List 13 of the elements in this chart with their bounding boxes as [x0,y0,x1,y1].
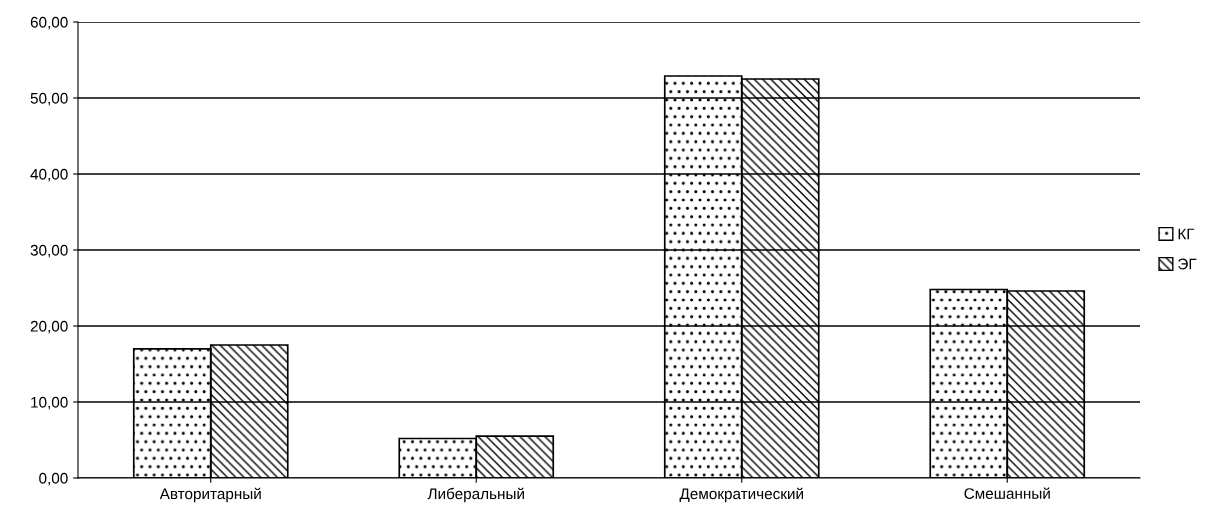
x-tick-label: Авторитарный [159,487,261,503]
y-tick-label: 30,00 [30,244,68,258]
y-tick-label: 10,00 [31,396,68,410]
x-tick-label: Демократический [679,487,803,503]
y-tick-label: 50,00 [30,92,68,106]
y-tick-label: 60,00 [30,16,68,30]
legend-label: КГ [1178,228,1195,240]
x-tick-label: Смешанный [964,487,1050,499]
legend-label: ЭГ [1178,258,1197,270]
y-tick-label: 20,00 [30,320,68,334]
y-tick-label: 40,00 [30,168,68,182]
x-tick-label: Либеральный [427,487,524,503]
y-tick-label: 0,00 [39,472,68,486]
